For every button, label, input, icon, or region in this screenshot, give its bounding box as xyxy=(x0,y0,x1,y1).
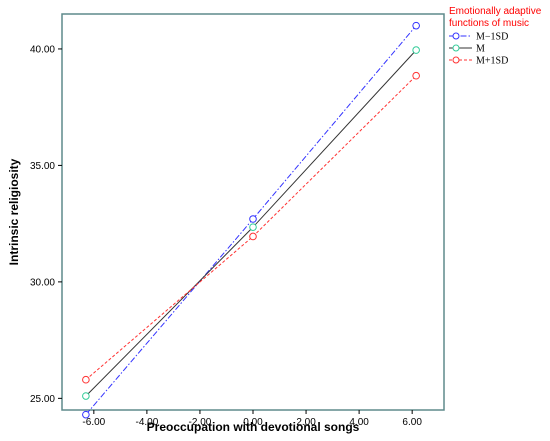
legend-title-line-2: functions of music xyxy=(449,18,529,29)
x-axis-ticks: -6.00 -4.00 -2.00 0.00 2.00 4.00 6.00 xyxy=(82,410,422,428)
legend-label: M+1SD xyxy=(476,56,508,67)
y-axis-ticks: 25.00 30.00 35.00 40.00 xyxy=(30,44,62,405)
legend-title-line-1: Emotionally adaptive xyxy=(449,6,542,17)
legend-swatch-marker xyxy=(452,32,460,40)
series-point xyxy=(412,71,420,80)
series-point xyxy=(249,223,257,231)
series-points xyxy=(82,21,420,419)
x-axis-title: Preoccupation with devotional songs xyxy=(147,420,360,434)
legend: Emotionally adaptive functions of music … xyxy=(449,6,542,67)
plot-frame xyxy=(61,13,445,411)
y-tick-label: 35.00 xyxy=(30,161,55,172)
series-point xyxy=(82,410,90,419)
x-tick-label: 4.00 xyxy=(349,417,369,428)
legend-swatch-marker xyxy=(452,56,460,64)
x-tick-label: -2.00 xyxy=(189,417,212,428)
y-tick-label: 40.00 xyxy=(30,44,55,55)
series-point xyxy=(412,21,420,30)
legend-label: M xyxy=(476,44,485,55)
series-point xyxy=(82,375,90,384)
legend-label: M−1SD xyxy=(476,32,508,43)
series-point xyxy=(249,232,257,241)
y-tick-label: 30.00 xyxy=(30,277,55,288)
x-tick-label: -6.00 xyxy=(82,417,105,428)
x-tick-label: -4.00 xyxy=(135,417,158,428)
series-point xyxy=(249,215,257,223)
x-tick-label: 0.00 xyxy=(243,417,263,428)
x-tick-label: 2.00 xyxy=(296,417,316,428)
series-point xyxy=(82,392,90,400)
y-tick-label: 25.00 xyxy=(30,394,55,405)
series-point xyxy=(412,46,420,54)
legend-swatch-marker xyxy=(452,44,460,52)
y-axis-title: Intrinsic religiosity xyxy=(7,158,21,265)
x-tick-label: 6.00 xyxy=(402,417,422,428)
